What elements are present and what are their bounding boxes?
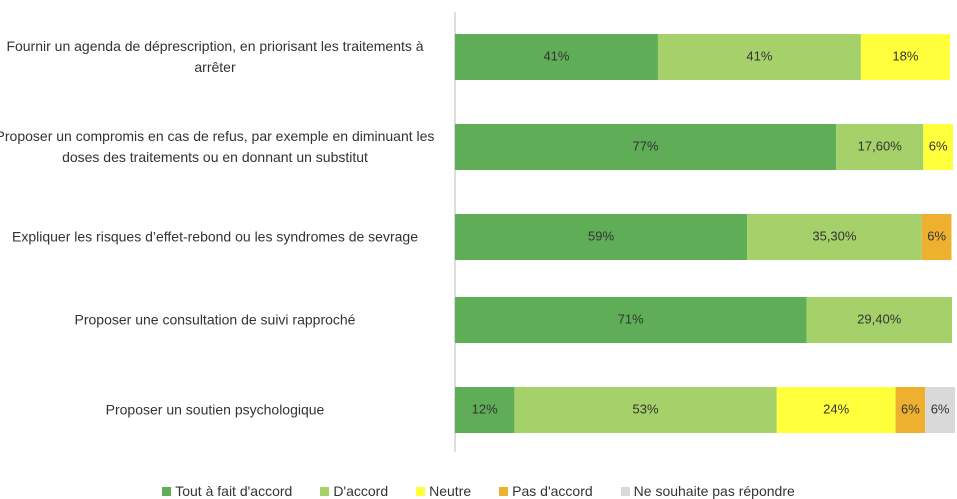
data-label: 24% xyxy=(823,401,849,416)
bar-segment xyxy=(925,387,955,433)
category-label: Proposer une consultation de suivi rappr… xyxy=(74,311,356,328)
bar-segment xyxy=(806,297,952,343)
category-label: Expliquer les risques d’effet-rebond ou … xyxy=(12,228,418,245)
data-label: 29,40% xyxy=(857,311,902,326)
data-label: 77% xyxy=(633,138,659,153)
legend-swatch xyxy=(416,486,426,496)
data-label: 18% xyxy=(892,48,918,63)
data-label: 6% xyxy=(927,228,946,243)
data-label: 12% xyxy=(472,401,498,416)
data-label: 6% xyxy=(901,401,920,416)
category-label: Fournir un agenda de déprescription, en … xyxy=(6,38,424,75)
bar-segment xyxy=(455,124,837,170)
bar-segment xyxy=(455,214,748,260)
data-label: 35,30% xyxy=(812,228,857,243)
legend-swatch xyxy=(499,486,509,496)
legend: Tout à fait d'accord D'accord Neutre Pas d'… xyxy=(0,483,957,499)
bar-segment xyxy=(657,34,861,80)
legend-label: Tout à fait d'accord xyxy=(175,483,293,499)
bar-segment xyxy=(921,214,952,260)
bar-segment xyxy=(455,387,515,433)
data-label: 41% xyxy=(543,48,569,63)
bar-segment xyxy=(747,214,922,260)
bar-segment xyxy=(923,124,953,170)
bar-segment xyxy=(455,297,807,343)
legend-item: Ne souhaite pas répondre xyxy=(620,483,795,499)
data-label: 71% xyxy=(618,311,644,326)
legend-item: Neutre xyxy=(416,483,471,499)
bar-segment xyxy=(776,387,896,433)
data-label: 6% xyxy=(929,138,948,153)
data-label: 53% xyxy=(633,401,659,416)
legend-swatch xyxy=(162,486,172,496)
bar-segment xyxy=(860,34,950,80)
bar-segment xyxy=(455,34,658,80)
legend-label: Neutre xyxy=(429,483,472,499)
legend-swatch xyxy=(620,486,630,496)
legend-label: D'accord xyxy=(333,483,389,499)
data-label: 6% xyxy=(931,401,950,416)
category-label: Proposer un soutien psychologique xyxy=(105,401,325,418)
bar-segment xyxy=(514,387,777,433)
category-label: Proposer un compromis en cas de refus, p… xyxy=(0,128,435,165)
legend-item: Tout à fait d'accord xyxy=(162,483,292,499)
bar-segment xyxy=(836,124,924,170)
legend-item: D'accord xyxy=(320,483,388,499)
data-label: 59% xyxy=(588,228,614,243)
bar-segment xyxy=(895,387,926,433)
legend-swatch xyxy=(320,486,330,496)
data-label: 41% xyxy=(746,48,772,63)
legend-label: Ne souhaite pas répondre xyxy=(633,483,795,499)
legend-label: Pas d'accord xyxy=(512,483,593,499)
legend-item: Pas d'accord xyxy=(499,483,593,499)
data-label: 17,60% xyxy=(858,138,903,153)
